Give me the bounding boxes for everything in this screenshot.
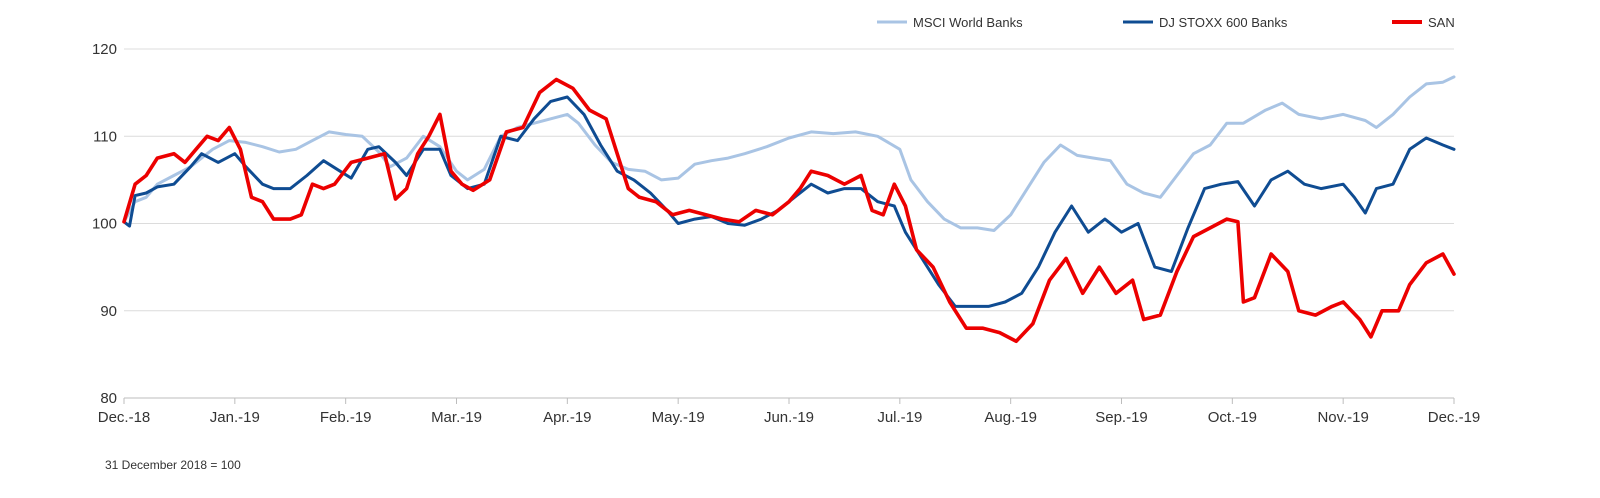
x-tick-label: Dec.-18 xyxy=(98,409,151,426)
gridlines xyxy=(124,48,1454,312)
y-axis: 80 90 100 110 120 xyxy=(92,41,117,407)
x-tick-label: Nov.-19 xyxy=(1317,409,1368,426)
y-tick-label: 80 xyxy=(100,390,117,407)
footnote: 31 December 2018 = 100 xyxy=(105,458,241,472)
x-tick-label: Jan.-19 xyxy=(210,409,260,426)
legend-label: DJ STOXX 600 Banks xyxy=(1159,15,1288,30)
x-tick-label: Oct.-19 xyxy=(1208,409,1257,426)
x-tick-label: Apr.-19 xyxy=(543,409,591,426)
x-tick-label: May.-19 xyxy=(652,409,705,426)
legend-label: SAN xyxy=(1428,15,1455,30)
x-axis: Dec.-18 Jan.-19 Feb.-19 Mar.-19 Apr.-19 May.-… xyxy=(98,397,1481,426)
y-tick-label: 90 xyxy=(100,303,117,320)
legend-item: SAN xyxy=(1392,15,1455,30)
x-tick-label: Jul.-19 xyxy=(877,409,922,426)
legend-item: MSCI World Banks xyxy=(877,15,1023,30)
series-line-dj-stoxx-600-banks xyxy=(122,95,1456,308)
x-tick-label: Aug.-19 xyxy=(984,409,1037,426)
x-tick-label: Feb.-19 xyxy=(320,409,372,426)
y-tick-label: 100 xyxy=(92,216,117,233)
series-line-san xyxy=(122,77,1456,344)
series-line-msci-world-banks xyxy=(122,75,1456,232)
y-tick-label: 110 xyxy=(93,128,117,145)
series-lines xyxy=(122,75,1456,344)
legend: MSCI World Banks DJ STOXX 600 Banks SAN xyxy=(877,15,1455,30)
x-tick-label: Sep.-19 xyxy=(1095,409,1148,426)
legend-label: MSCI World Banks xyxy=(913,15,1023,30)
y-tick-label: 120 xyxy=(92,41,117,58)
legend-item: DJ STOXX 600 Banks xyxy=(1123,15,1288,30)
x-tick-label: Mar.-19 xyxy=(431,409,482,426)
x-tick-label: Jun.-19 xyxy=(764,409,814,426)
x-tick-label: Dec.-19 xyxy=(1428,409,1481,426)
